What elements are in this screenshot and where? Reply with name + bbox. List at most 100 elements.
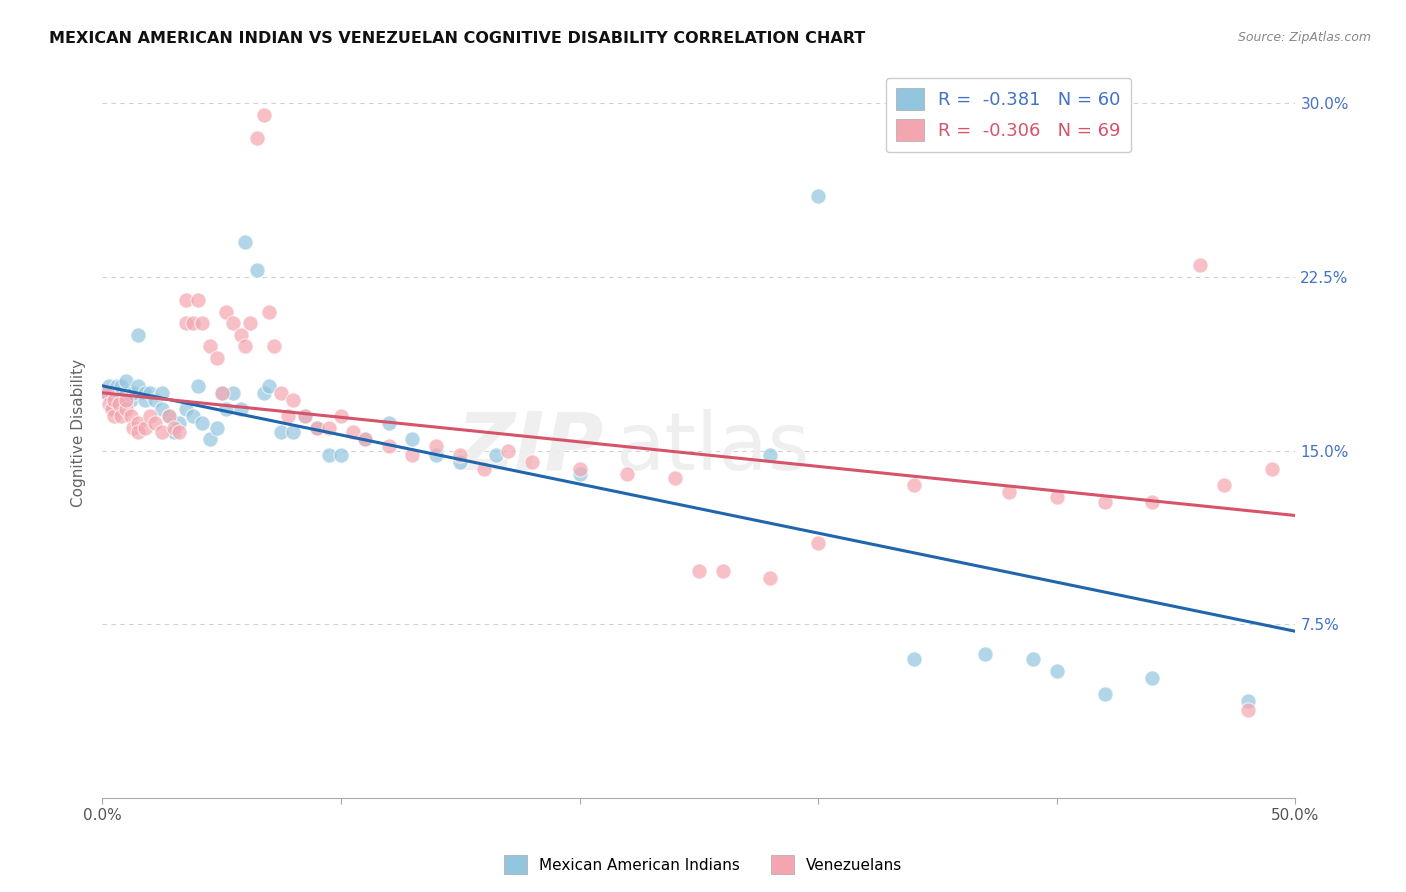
- Point: [616, 467, 638, 481]
- Point: [974, 648, 997, 662]
- Point: [120, 409, 142, 423]
- Point: [277, 409, 299, 423]
- Point: [329, 409, 352, 423]
- Point: [329, 448, 352, 462]
- Point: [342, 425, 364, 439]
- Point: [167, 425, 190, 439]
- Point: [205, 351, 228, 365]
- Point: [1236, 703, 1258, 717]
- Point: [253, 108, 276, 122]
- Point: [1094, 687, 1116, 701]
- Point: [110, 409, 132, 423]
- Point: [98, 379, 121, 393]
- Point: [401, 448, 423, 462]
- Point: [134, 420, 156, 434]
- Point: [281, 425, 304, 439]
- Point: [903, 478, 925, 492]
- Point: [174, 316, 197, 330]
- Point: [181, 409, 204, 423]
- Point: [122, 385, 145, 400]
- Point: [229, 401, 252, 416]
- Point: [1046, 490, 1069, 504]
- Point: [998, 485, 1021, 500]
- Point: [211, 385, 233, 400]
- Point: [318, 448, 340, 462]
- Point: [401, 432, 423, 446]
- Point: [807, 536, 830, 550]
- Point: [115, 385, 138, 400]
- Point: [108, 385, 131, 400]
- Text: ZIP: ZIP: [456, 409, 603, 487]
- Point: [115, 374, 138, 388]
- Point: [103, 409, 125, 423]
- Text: atlas: atlas: [616, 409, 810, 487]
- Point: [191, 316, 214, 330]
- Point: [246, 131, 269, 145]
- Point: [143, 392, 166, 407]
- Point: [96, 385, 118, 400]
- Point: [496, 443, 519, 458]
- Point: [103, 401, 125, 416]
- Point: [807, 189, 830, 203]
- Point: [377, 416, 399, 430]
- Point: [191, 416, 214, 430]
- Point: [270, 425, 292, 439]
- Point: [115, 401, 138, 416]
- Point: [294, 409, 316, 423]
- Point: [110, 392, 132, 407]
- Point: [259, 379, 281, 393]
- Point: [1236, 694, 1258, 708]
- Point: [150, 401, 173, 416]
- Point: [520, 455, 543, 469]
- Point: [222, 385, 245, 400]
- Point: [103, 392, 125, 407]
- Point: [259, 304, 281, 318]
- Point: [425, 439, 447, 453]
- Point: [198, 432, 221, 446]
- Legend: Mexican American Indians, Venezuelans: Mexican American Indians, Venezuelans: [498, 849, 908, 880]
- Point: [215, 401, 238, 416]
- Point: [425, 448, 447, 462]
- Point: [235, 339, 257, 353]
- Point: [134, 385, 156, 400]
- Point: [98, 397, 121, 411]
- Point: [198, 339, 221, 353]
- Point: [167, 416, 190, 430]
- Point: [1094, 494, 1116, 508]
- Point: [103, 392, 125, 407]
- Point: [96, 385, 118, 400]
- Point: [270, 385, 292, 400]
- Point: [305, 420, 328, 434]
- Point: [143, 416, 166, 430]
- Point: [205, 420, 228, 434]
- Point: [664, 471, 686, 485]
- Point: [110, 379, 132, 393]
- Point: [472, 462, 495, 476]
- Point: [759, 571, 782, 585]
- Point: [115, 392, 138, 407]
- Point: [353, 432, 375, 446]
- Point: [150, 385, 173, 400]
- Point: [1188, 259, 1211, 273]
- Point: [711, 564, 734, 578]
- Point: [187, 293, 209, 307]
- Point: [163, 420, 186, 434]
- Point: [134, 392, 156, 407]
- Point: [485, 448, 508, 462]
- Point: [253, 385, 276, 400]
- Point: [108, 397, 131, 411]
- Point: [449, 455, 471, 469]
- Point: [215, 304, 238, 318]
- Text: Source: ZipAtlas.com: Source: ZipAtlas.com: [1237, 31, 1371, 45]
- Point: [353, 432, 375, 446]
- Point: [127, 327, 149, 342]
- Point: [318, 420, 340, 434]
- Point: [139, 409, 162, 423]
- Point: [222, 316, 245, 330]
- Point: [759, 448, 782, 462]
- Point: [903, 652, 925, 666]
- Point: [163, 425, 186, 439]
- Point: [122, 420, 145, 434]
- Point: [1022, 652, 1045, 666]
- Point: [568, 467, 591, 481]
